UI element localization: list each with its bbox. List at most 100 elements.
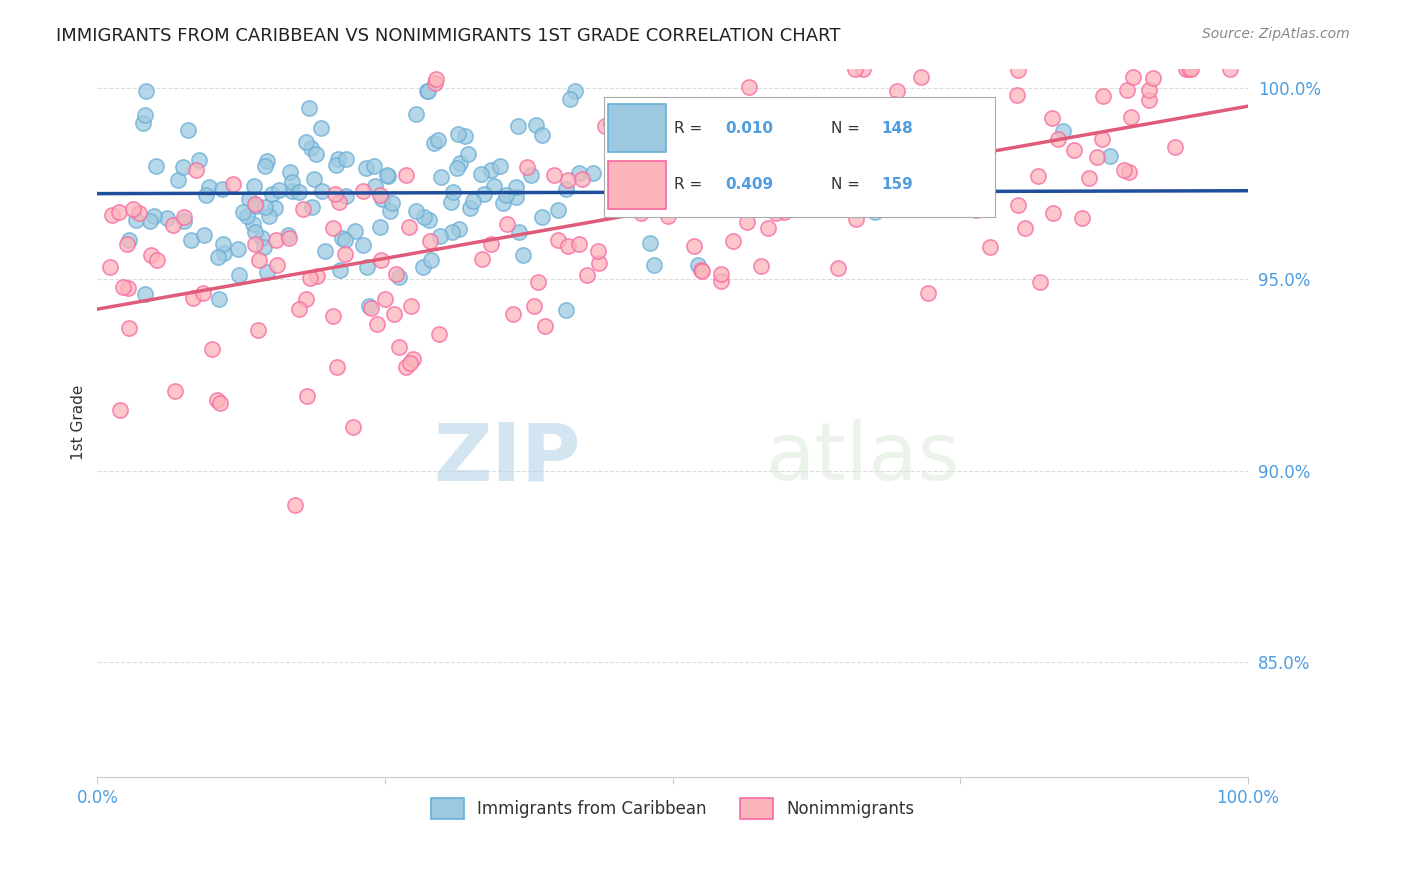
Point (447, 128, 470, 142)
Point (671, 173, 693, 187)
Point (212, 236, 235, 251)
Point (173, 213, 195, 227)
Point (449, 156, 471, 170)
Point (385, 268, 408, 282)
Point (1047, 132, 1070, 146)
Point (198, 180, 221, 194)
Point (166, 173, 188, 187)
Point (253, 240, 276, 254)
Point (770, 165, 793, 179)
Point (479, 163, 502, 178)
Point (98, 260, 121, 274)
Point (364, 179, 387, 194)
Point (457, 146, 479, 161)
Point (420, 252, 443, 267)
Point (557, 239, 579, 253)
Point (793, 153, 815, 168)
Point (107, 204, 129, 219)
Point (564, 85, 586, 99)
Point (322, 309, 344, 323)
Point (299, 141, 322, 155)
Point (1137, 93, 1160, 107)
Point (849, 145, 872, 160)
Point (243, 237, 266, 252)
Point (360, 301, 382, 315)
Point (395, 360, 418, 375)
Point (184, 163, 207, 178)
Point (491, 196, 513, 211)
Point (924, 185, 946, 199)
Point (329, 262, 352, 277)
Point (145, 253, 167, 268)
Point (463, 194, 485, 208)
Point (302, 172, 325, 186)
Point (413, 210, 436, 224)
Point (117, 281, 139, 295)
Point (212, 246, 235, 260)
Point (657, 187, 679, 202)
Point (141, 248, 163, 262)
Point (388, 340, 411, 354)
Point (1119, 110, 1142, 124)
Point (145, 159, 167, 173)
Point (264, 233, 287, 247)
Point (917, 286, 939, 301)
Point (335, 189, 357, 203)
Point (399, 356, 422, 370)
Point (172, 160, 194, 174)
Point (689, 262, 711, 277)
Point (425, 72, 447, 87)
Point (356, 260, 378, 275)
Point (382, 307, 405, 321)
Point (134, 286, 156, 301)
Point (366, 317, 388, 331)
Point (657, 209, 679, 223)
Point (547, 233, 569, 247)
Point (333, 233, 356, 247)
Point (236, 209, 259, 223)
Point (357, 299, 380, 313)
Point (101, 208, 124, 222)
Point (115, 237, 138, 252)
Point (738, 79, 761, 94)
Point (193, 227, 215, 242)
Point (773, 205, 796, 219)
Point (1085, 150, 1108, 164)
Point (238, 192, 260, 206)
Point (243, 225, 266, 239)
Point (1098, 149, 1121, 163)
Point (256, 265, 278, 279)
Point (207, 250, 229, 264)
Point (180, 233, 202, 247)
Point (744, 184, 766, 198)
Point (1177, 62, 1199, 76)
Point (162, 218, 184, 232)
Point (288, 302, 311, 317)
Point (482, 179, 505, 194)
Point (295, 292, 318, 306)
Point (246, 322, 269, 336)
Point (134, 108, 156, 122)
Point (756, 221, 779, 235)
Point (257, 209, 280, 223)
Point (647, 158, 669, 172)
Point (371, 192, 394, 206)
Point (245, 199, 267, 213)
Point (505, 190, 527, 204)
Point (593, 119, 616, 133)
Point (328, 194, 350, 209)
Point (173, 211, 195, 225)
Point (263, 201, 285, 215)
Point (423, 76, 446, 90)
Point (662, 136, 685, 151)
Point (1091, 89, 1114, 103)
Point (651, 103, 673, 117)
Point (519, 169, 541, 183)
Point (1114, 163, 1136, 178)
Point (603, 137, 626, 152)
Point (689, 201, 711, 215)
Point (388, 270, 411, 285)
Point (139, 214, 162, 228)
Point (430, 169, 453, 184)
Point (879, 134, 901, 148)
